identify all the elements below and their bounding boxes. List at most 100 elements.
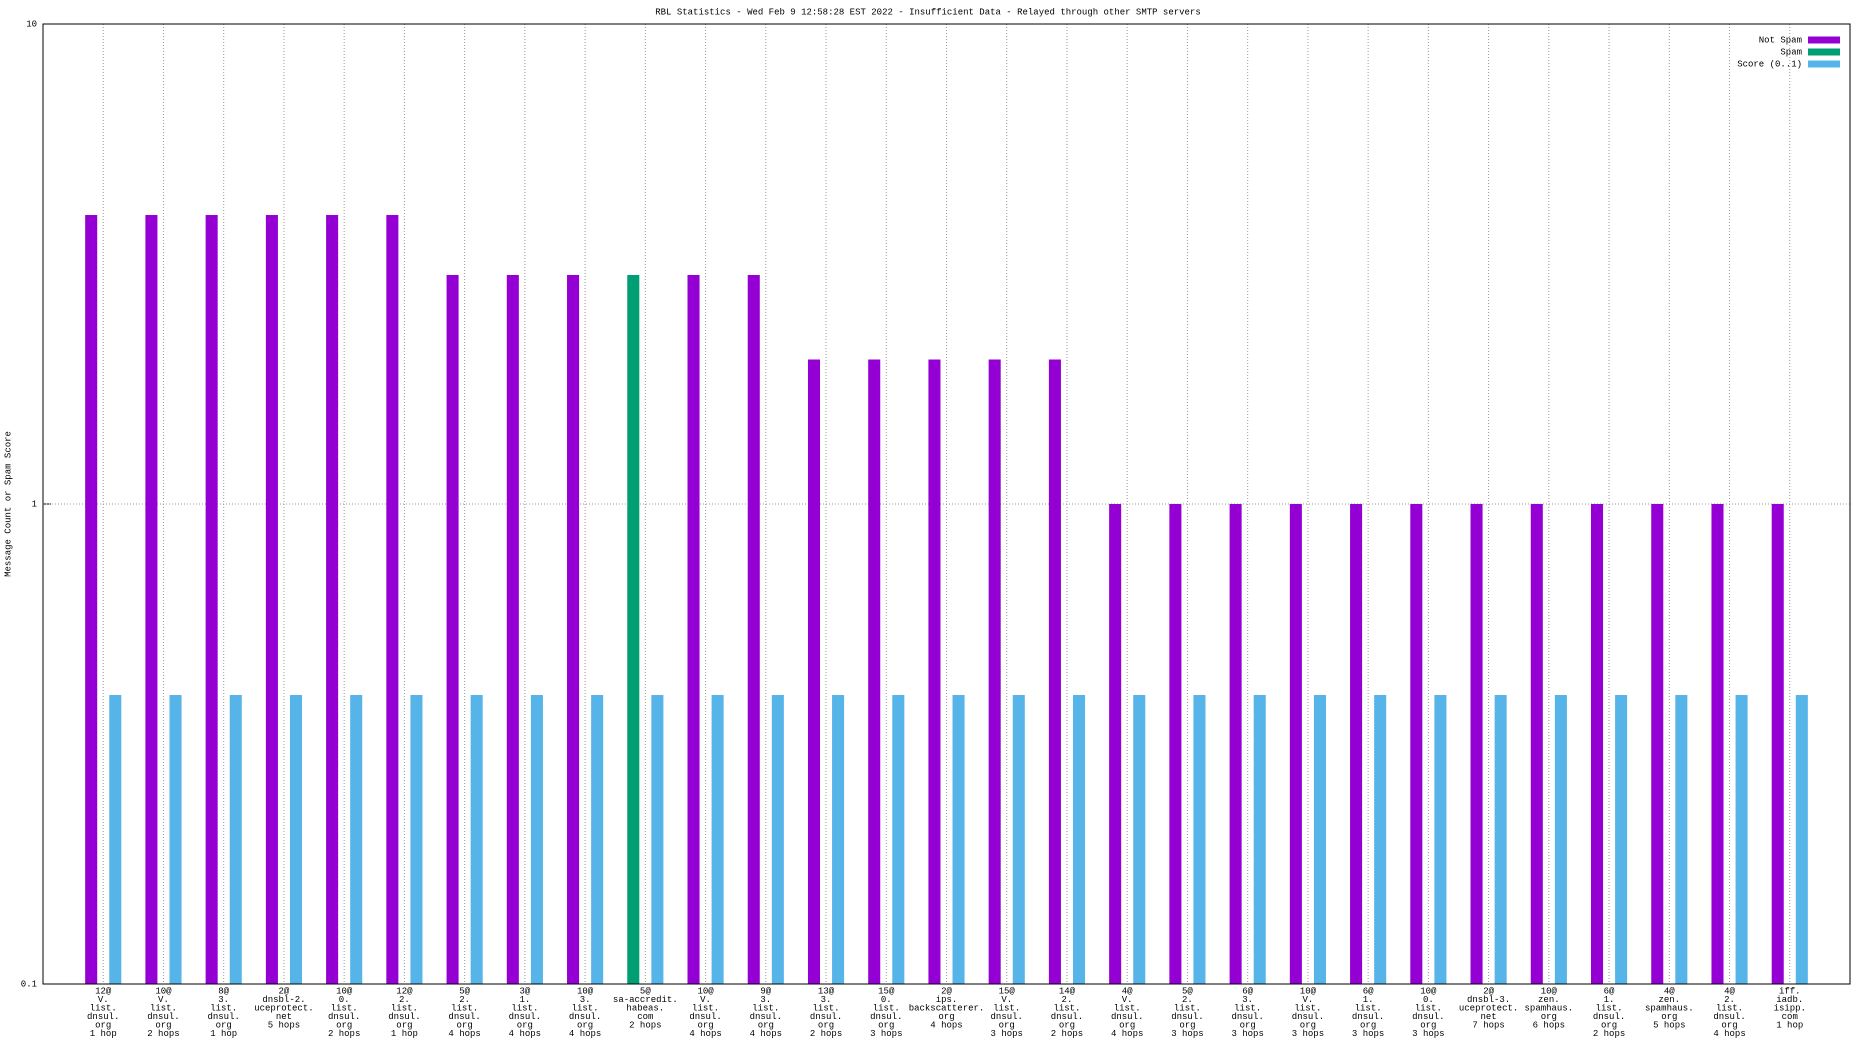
x-tick-label: V. xyxy=(1122,995,1133,1005)
x-tick-label: list. xyxy=(451,1003,478,1013)
x-tick-label: org xyxy=(1179,1020,1195,1030)
x-tick-label: V. xyxy=(1302,995,1313,1005)
x-tick-label: org xyxy=(697,1020,713,1030)
bar xyxy=(591,695,604,984)
legend-swatch xyxy=(1808,60,1840,68)
bar xyxy=(651,695,664,984)
x-tick-label: 10@ xyxy=(1541,986,1558,996)
x-tick-label: 2. xyxy=(399,995,410,1005)
bar xyxy=(771,695,784,984)
x-tick-label: 6@ xyxy=(1363,986,1374,996)
chart-title: RBL Statistics - Wed Feb 9 12:58:28 EST … xyxy=(655,7,1201,17)
bar xyxy=(205,215,218,984)
x-tick-label: org xyxy=(758,1020,774,1030)
bar xyxy=(386,215,399,984)
x-tick-label: 2. xyxy=(1724,995,1735,1005)
x-tick-label: 4@ xyxy=(1664,986,1675,996)
x-tick-label: 9@ xyxy=(760,986,771,996)
x-tick-label: 4@ xyxy=(1122,986,1133,996)
bar xyxy=(1072,695,1086,984)
x-tick-label: spamhaus. xyxy=(1525,1003,1574,1013)
x-tick-label: 10@ xyxy=(577,986,594,996)
x-tick-label: 4 hops xyxy=(750,1029,782,1039)
bar xyxy=(1711,504,1724,984)
bar xyxy=(1012,695,1025,984)
x-tick-label: list. xyxy=(873,1003,900,1013)
x-tick-label: org xyxy=(878,1020,894,1030)
y-tick-label: 0.1 xyxy=(21,979,37,989)
x-tick-label: 7 hops xyxy=(1472,1020,1504,1030)
x-tick-label: 2 hops xyxy=(629,1020,661,1030)
x-tick-label: sa-accredit. xyxy=(613,995,678,1005)
x-tick-label: 4 hops xyxy=(689,1029,721,1039)
x-tick-label: dnsbl-2. xyxy=(262,995,305,1005)
x-tick-label: list. xyxy=(90,1003,117,1013)
bar xyxy=(326,215,339,984)
x-tick-label: backscatterer. xyxy=(909,1003,985,1013)
bar xyxy=(711,695,724,984)
x-tick-label: org xyxy=(1541,1012,1557,1022)
bar xyxy=(1048,359,1061,984)
x-tick-label: dnsul. xyxy=(689,1012,721,1022)
x-tick-label: dnsul. xyxy=(1111,1012,1143,1022)
x-tick-label: com xyxy=(1782,1012,1798,1022)
x-tick-label: org xyxy=(95,1020,111,1030)
x-tick-label: habeas. xyxy=(626,1003,664,1013)
x-tick-label: dnsul. xyxy=(1231,1012,1263,1022)
x-tick-label: 2 hops xyxy=(328,1029,360,1039)
x-tick-label: dnsul. xyxy=(870,1012,902,1022)
x-tick-label: dnsul. xyxy=(991,1012,1023,1022)
x-tick-label: 3 hops xyxy=(1292,1029,1324,1039)
x-tick-label: list. xyxy=(1234,1003,1261,1013)
x-tick-label: list. xyxy=(692,1003,719,1013)
x-tick-label: iadb. xyxy=(1776,995,1803,1005)
x-tick-label: 0. xyxy=(881,995,892,1005)
x-tick-label: 2 hops xyxy=(1593,1029,1625,1039)
x-tick-label: zen. xyxy=(1658,995,1680,1005)
x-tick-label: 8@ xyxy=(218,986,229,996)
x-tick-label: 5 hops xyxy=(1653,1020,1685,1030)
bar xyxy=(868,359,881,984)
bar xyxy=(410,695,423,984)
x-tick-label: 2 hops xyxy=(1051,1029,1083,1039)
x-tick-label: dnsul. xyxy=(1352,1012,1384,1022)
bar xyxy=(747,274,760,984)
x-tick-label: org xyxy=(1420,1020,1436,1030)
bar xyxy=(1554,695,1567,984)
x-tick-label: 0. xyxy=(339,995,350,1005)
x-tick-label: dnsul. xyxy=(388,1012,420,1022)
bar xyxy=(1109,504,1122,984)
bar xyxy=(807,359,821,984)
y-axis-label: Message Count or Spam Score xyxy=(3,431,13,577)
x-tick-label: 4@ xyxy=(1724,986,1735,996)
x-tick-label: dnsul. xyxy=(207,1012,239,1022)
x-tick-label: 10@ xyxy=(336,986,353,996)
bar xyxy=(1133,695,1146,984)
bar xyxy=(289,695,303,984)
x-tick-label: 3 hops xyxy=(870,1029,902,1039)
x-tick-label: 6@ xyxy=(1242,986,1253,996)
x-tick-label: dnsul. xyxy=(448,1012,480,1022)
x-tick-label: isipp. xyxy=(1774,1003,1806,1013)
x-tick-label: 3 hops xyxy=(1171,1029,1203,1039)
bar xyxy=(1169,504,1182,984)
x-tick-label: 4 hops xyxy=(930,1020,962,1030)
x-tick-label: 3. xyxy=(821,995,832,1005)
x-tick-label: net xyxy=(276,1012,292,1022)
x-tick-label: list. xyxy=(572,1003,599,1013)
x-tick-label: org xyxy=(457,1020,473,1030)
x-tick-label: list. xyxy=(752,1003,779,1013)
y-tick-label: 1 xyxy=(32,499,37,509)
x-tick-label: org xyxy=(999,1020,1015,1030)
x-tick-label: list. xyxy=(813,1003,840,1013)
x-tick-label: 5@ xyxy=(1182,986,1193,996)
bar xyxy=(1530,504,1543,984)
x-tick-label: list. xyxy=(150,1003,177,1013)
bar xyxy=(1289,504,1302,984)
x-tick-label: list. xyxy=(1355,1003,1382,1013)
x-tick-label: dnsbl-3. xyxy=(1467,995,1510,1005)
x-tick-label: net xyxy=(1480,1012,1496,1022)
x-tick-label: 15@ xyxy=(999,986,1016,996)
bar xyxy=(567,274,580,984)
